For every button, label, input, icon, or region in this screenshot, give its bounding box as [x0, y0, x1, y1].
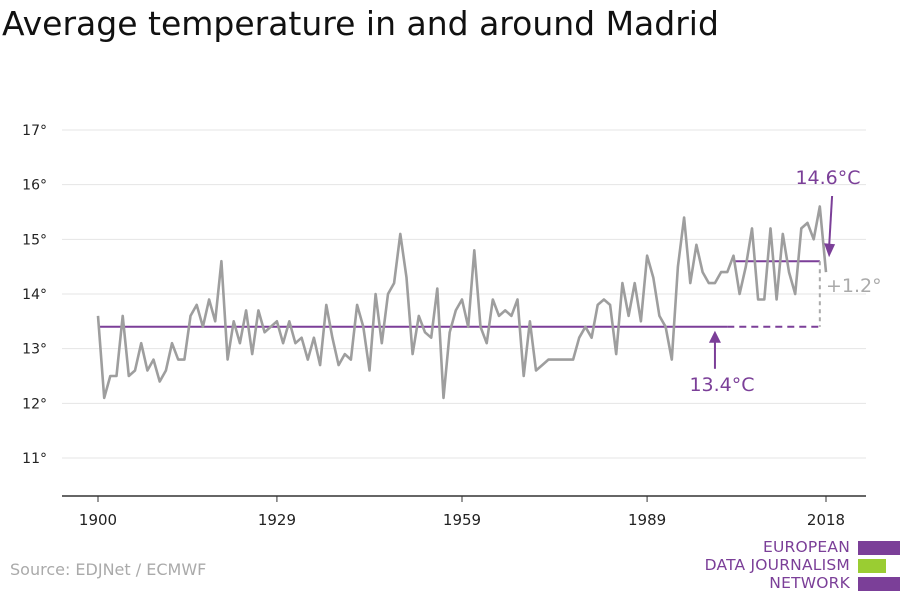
- annotations: 13.4°C 14.6°C +1.2°: [689, 167, 881, 396]
- x-tick-label: 1900: [79, 511, 117, 529]
- logo-line-3: NETWORK: [769, 574, 850, 592]
- y-tick-label: 14°: [22, 287, 47, 303]
- x-tick-label: 1959: [443, 511, 481, 529]
- y-tick-label: 11°: [22, 451, 47, 467]
- y-axis-ticks: 11° 12° 13° 14° 15° 16° 17°: [22, 123, 47, 467]
- y-tick-label: 13°: [22, 342, 47, 358]
- temperature-series: [96, 205, 828, 400]
- series-line: [96, 205, 828, 400]
- source-note: Source: EDJNet / ECMWF: [10, 560, 207, 579]
- logo-line-1: EUROPEAN: [762, 538, 850, 556]
- logo-line-2: DATA JOURNALISM: [704, 556, 850, 574]
- x-tick-label: 2018: [807, 511, 845, 529]
- baseline-arrow-head: [708, 330, 721, 343]
- logo-bar-2: [858, 559, 886, 573]
- recent-arrow-head: [824, 243, 836, 258]
- x-axis: 1900 1929 1959 1989 2018: [62, 495, 866, 529]
- y-tick-label: 16°: [22, 178, 47, 194]
- y-tick-label: 12°: [22, 396, 47, 412]
- chart-title: Average temperature in and around Madrid: [2, 4, 719, 43]
- x-tick-label: 1989: [628, 511, 666, 529]
- recent-arrow-line: [828, 195, 834, 248]
- logo-bar-3: [858, 577, 900, 591]
- logo-bar-1: [858, 541, 900, 555]
- y-tick-label: 15°: [22, 232, 47, 248]
- delta-label: +1.2°: [826, 275, 882, 297]
- baseline-label: 13.4°C: [689, 374, 754, 396]
- edjnet-logo: EUROPEAN DATA JOURNALISM NETWORK: [700, 538, 900, 594]
- x-tick-label: 1929: [258, 511, 296, 529]
- recent-label: 14.6°C: [795, 167, 860, 189]
- y-tick-label: 17°: [22, 123, 47, 139]
- gridlines: [62, 129, 866, 459]
